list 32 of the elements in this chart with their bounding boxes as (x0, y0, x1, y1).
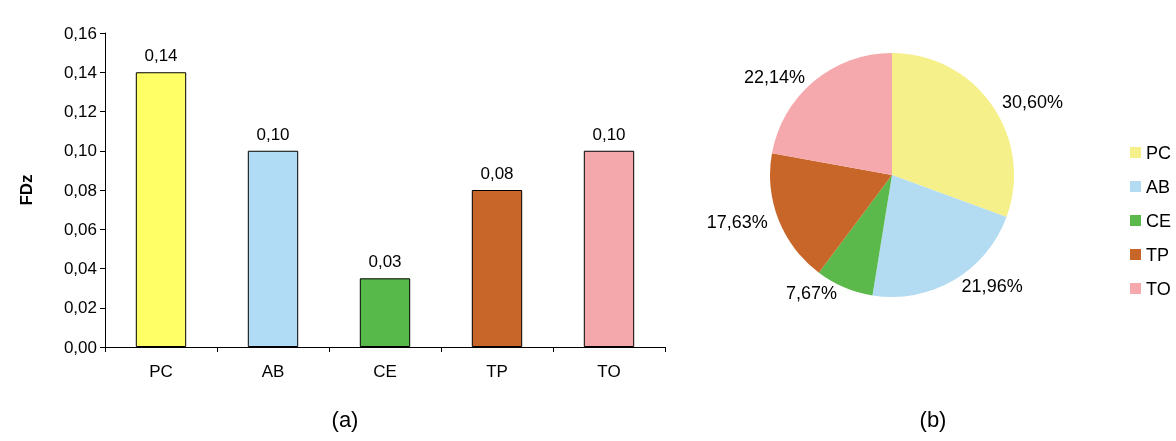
x-tick-label: PC (149, 362, 173, 381)
y-tick-label: 0,16 (63, 23, 97, 43)
legend-label: PC (1146, 142, 1172, 163)
legend-label: TO (1146, 278, 1171, 299)
data-label: 17,63% (706, 211, 768, 232)
x-tick-label: AB (261, 362, 285, 381)
data-label: 0,10 (592, 124, 626, 144)
data-label: 0,08 (480, 164, 514, 183)
data-label: 21,96% (961, 275, 1023, 296)
data-label: 0,03 (368, 252, 402, 272)
data-label: 22,14% (743, 66, 805, 87)
y-tick-label: 0,10 (63, 141, 97, 161)
y-tick-label: 0,06 (63, 219, 97, 239)
text: (a) (331, 406, 359, 432)
data-label: 7,67% (785, 282, 837, 303)
legend-label: TP (1146, 244, 1170, 265)
data-label: 0,14 (144, 46, 178, 66)
data-label: 30,60% (1001, 91, 1064, 112)
y-tick-label: 0,04 (63, 259, 97, 278)
legend-label: AB (1146, 176, 1171, 197)
data-label: 0,10 (256, 124, 290, 144)
y-tick-label: 0,00 (63, 337, 97, 357)
legend-label: CE (1146, 210, 1172, 231)
y-tick-label: 0,12 (63, 102, 97, 121)
y-tick-label: 0,08 (63, 180, 97, 200)
x-tick-label: CE (373, 362, 397, 381)
x-tick-label: TP (486, 362, 508, 381)
text: (b) (919, 406, 947, 432)
y-tick-label: 0,14 (63, 62, 97, 82)
y-tick-label: 0,02 (63, 298, 97, 318)
y-axis-title: FDz (17, 174, 36, 206)
x-tick-label: TO (597, 362, 621, 381)
